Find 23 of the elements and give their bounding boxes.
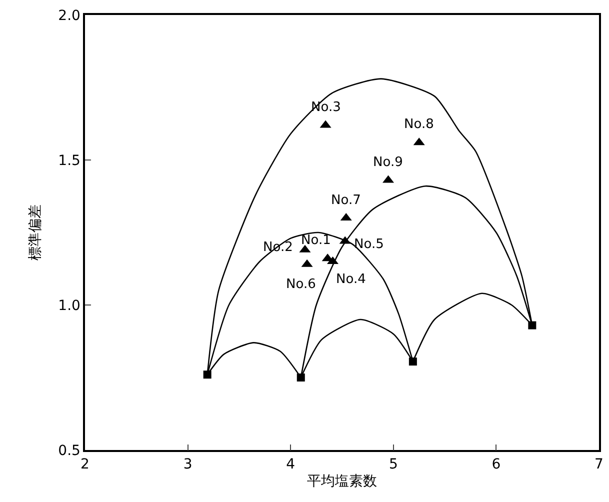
annotation: No.1 [301, 233, 331, 248]
point [296, 374, 305, 382]
y-tick-label: 0.5 [58, 442, 80, 459]
annotation: No.5 [354, 237, 384, 252]
x-axis-title: 平均塩素数 [307, 473, 377, 490]
y-tick-label: 1.5 [58, 152, 80, 169]
x-tick-label: 5 [388, 456, 398, 473]
y-axis-title: 標準偏差 [27, 204, 44, 260]
annotation: No.6 [286, 277, 316, 292]
x-tick-label: 4 [286, 456, 296, 473]
annotation: No.9 [373, 155, 403, 170]
x-tick-label: 2 [80, 456, 90, 473]
x-tick-label: 3 [183, 456, 192, 473]
y-tick-label: 2.0 [58, 8, 80, 24]
y-tick-label: 1.0 [58, 298, 80, 314]
point [203, 370, 212, 379]
point [528, 321, 536, 330]
annotation: No.8 [404, 117, 434, 132]
annotation: No.7 [331, 193, 361, 208]
x-tick-label: 6 [492, 456, 501, 473]
annotation: No.4 [336, 272, 366, 287]
x-tick-label: 7 [594, 456, 604, 473]
point [408, 358, 417, 366]
